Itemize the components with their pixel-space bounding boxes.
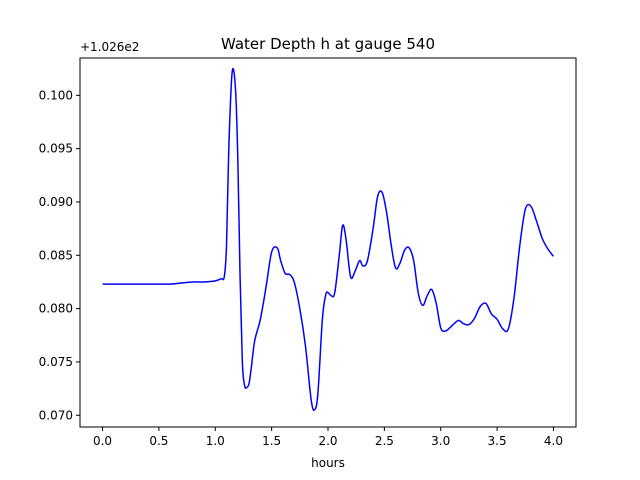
- series-line: [102, 67, 555, 411]
- y-axis-ticks: 0.070 0.075 0.080 0.085 0.090 0.095 0.100: [39, 88, 80, 422]
- x-tick-label: 1.5: [262, 434, 281, 448]
- y-tick-label: 0.070: [39, 408, 73, 422]
- y-tick-label: 0.085: [39, 248, 73, 262]
- x-tick-label: 2.0: [318, 434, 337, 448]
- chart-title: Water Depth h at gauge 540: [221, 35, 435, 53]
- y-tick-label: 0.095: [39, 142, 73, 156]
- y-tick-label: 0.090: [39, 195, 73, 209]
- x-tick-label: 3.5: [488, 434, 507, 448]
- y-axis-offset-label: +1.026e2: [80, 40, 139, 54]
- plot-area-frame: [79, 57, 577, 428]
- x-axis-ticks: 0.0 0.5 1.0 1.5 2.0 2.5 3.0 3.5 4.0: [93, 427, 563, 448]
- x-tick-label: 4.0: [544, 434, 563, 448]
- x-tick-label: 3.0: [431, 434, 450, 448]
- y-tick-label: 0.100: [39, 88, 73, 102]
- x-axis-label: hours: [311, 456, 345, 470]
- x-tick-label: 0.5: [149, 434, 168, 448]
- x-tick-label: 1.0: [206, 434, 225, 448]
- x-tick-label: 2.5: [375, 434, 394, 448]
- y-tick-label: 0.075: [39, 355, 73, 369]
- y-tick-label: 0.080: [39, 302, 73, 316]
- x-tick-label: 0.0: [93, 434, 112, 448]
